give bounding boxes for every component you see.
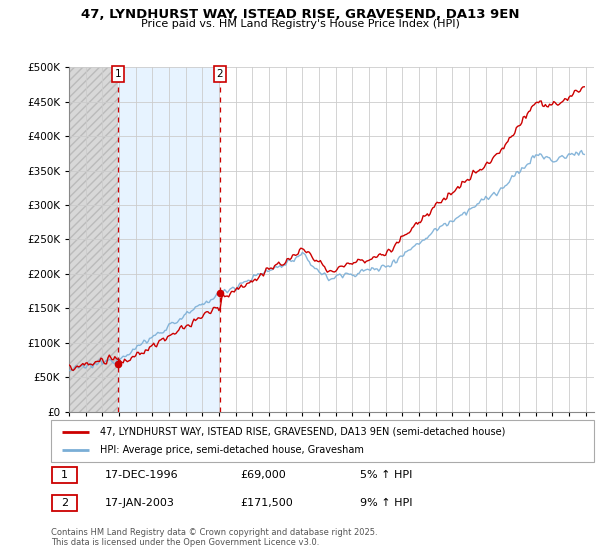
Text: 1: 1	[115, 69, 122, 79]
Text: 47, LYNDHURST WAY, ISTEAD RISE, GRAVESEND, DA13 9EN: 47, LYNDHURST WAY, ISTEAD RISE, GRAVESEN…	[81, 8, 519, 21]
FancyBboxPatch shape	[52, 467, 77, 483]
Text: 9% ↑ HPI: 9% ↑ HPI	[360, 498, 413, 508]
Text: 5% ↑ HPI: 5% ↑ HPI	[360, 470, 412, 480]
Text: £171,500: £171,500	[240, 498, 293, 508]
Text: 17-DEC-1996: 17-DEC-1996	[105, 470, 179, 480]
Text: Price paid vs. HM Land Registry's House Price Index (HPI): Price paid vs. HM Land Registry's House …	[140, 19, 460, 29]
FancyBboxPatch shape	[52, 495, 77, 511]
Text: £69,000: £69,000	[240, 470, 286, 480]
FancyBboxPatch shape	[51, 420, 594, 462]
Point	[215, 289, 224, 298]
Text: 2: 2	[217, 69, 223, 79]
Text: 2: 2	[61, 498, 68, 508]
Text: 17-JAN-2003: 17-JAN-2003	[105, 498, 175, 508]
Bar	[69, 67, 118, 412]
Text: 1: 1	[61, 470, 68, 480]
Text: Contains HM Land Registry data © Crown copyright and database right 2025.
This d: Contains HM Land Registry data © Crown c…	[51, 528, 377, 547]
Point	[113, 360, 123, 368]
Text: 47, LYNDHURST WAY, ISTEAD RISE, GRAVESEND, DA13 9EN (semi-detached house): 47, LYNDHURST WAY, ISTEAD RISE, GRAVESEN…	[100, 427, 505, 437]
Text: HPI: Average price, semi-detached house, Gravesham: HPI: Average price, semi-detached house,…	[100, 445, 364, 455]
Bar	[118, 67, 220, 412]
